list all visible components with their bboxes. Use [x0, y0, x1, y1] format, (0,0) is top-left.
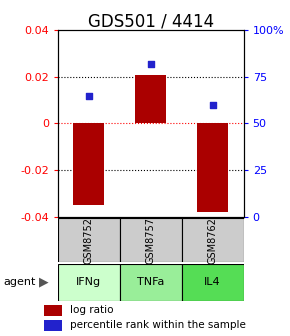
- Text: IL4: IL4: [204, 277, 221, 287]
- Text: ▶: ▶: [39, 276, 49, 289]
- Bar: [58, 264, 120, 301]
- Text: TNFa: TNFa: [137, 277, 164, 287]
- Text: GSM8762: GSM8762: [208, 217, 218, 264]
- Text: GSM8752: GSM8752: [84, 217, 94, 264]
- Text: percentile rank within the sample: percentile rank within the sample: [70, 321, 245, 330]
- Text: IFNg: IFNg: [76, 277, 102, 287]
- Bar: [73, 124, 104, 205]
- Text: log ratio: log ratio: [70, 305, 113, 315]
- Point: [210, 102, 215, 108]
- Bar: [182, 218, 244, 262]
- Bar: [58, 218, 120, 262]
- Text: GSM8757: GSM8757: [146, 217, 156, 264]
- Bar: [182, 264, 244, 301]
- Bar: [135, 75, 166, 124]
- Point: [87, 93, 91, 98]
- Bar: [120, 218, 182, 262]
- Title: GDS501 / 4414: GDS501 / 4414: [88, 12, 214, 30]
- Bar: [197, 124, 228, 212]
- Bar: [44, 304, 62, 316]
- Bar: [44, 320, 62, 331]
- Point: [148, 61, 153, 67]
- Bar: [120, 264, 182, 301]
- Text: agent: agent: [3, 277, 35, 287]
